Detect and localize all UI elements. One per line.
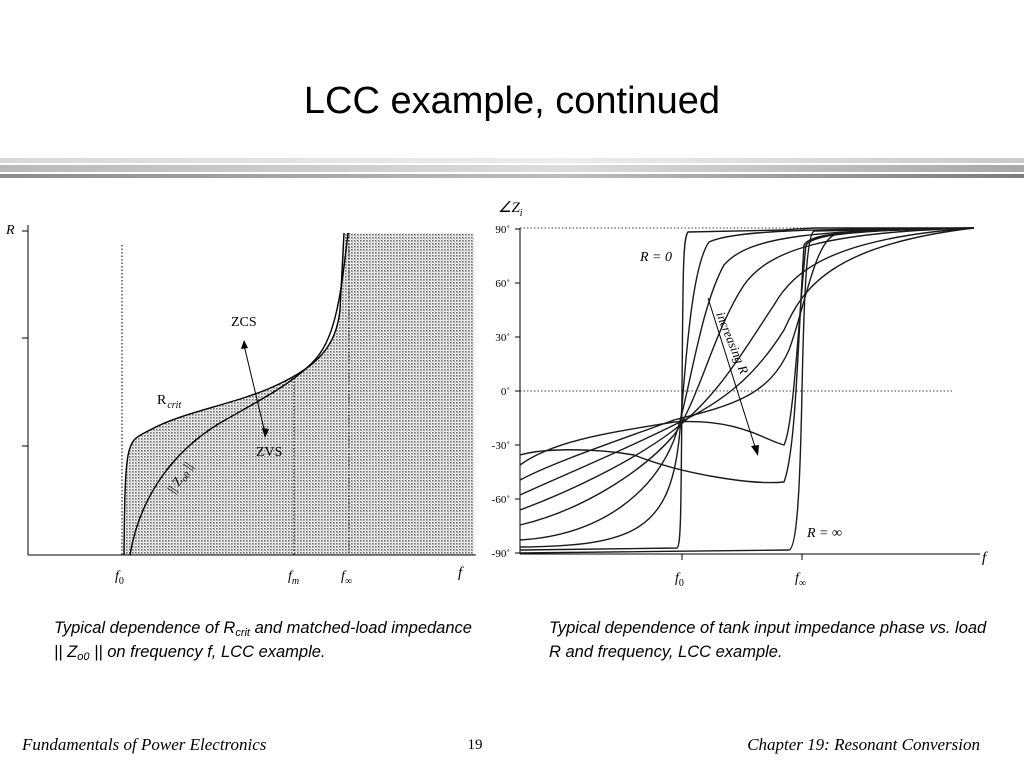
increasing-r-arrow [707, 297, 757, 451]
title-rule-top [0, 158, 1024, 163]
phase-f0-tick-label: f0 [675, 571, 684, 589]
phase-curve-5 [519, 227, 975, 496]
caption-left-part-1: Typical dependence of R [54, 619, 236, 637]
phase-curve-r-zero [519, 227, 974, 551]
footer-book-title: Fundamentals of Power Electronics [22, 735, 267, 754]
increasing-r-arrowhead [751, 445, 759, 456]
rcrit-label: Rcrit [157, 393, 181, 411]
high-frequency-shaded-region [344, 233, 474, 555]
footer-chapter: Chapter 19: Resonant Conversion [747, 735, 980, 754]
arrowhead-down [262, 428, 269, 438]
caption-left: Typical dependence of Rcrit and matched-… [54, 616, 474, 664]
f0-tick-label: f0 [115, 569, 124, 587]
finf-tick-label: f∞ [341, 569, 352, 587]
page-number: 19 [467, 737, 483, 753]
phase-curve-2 [519, 227, 975, 541]
zo0-curve [129, 232, 349, 556]
y-tick-label-30: 30˚ [495, 332, 510, 344]
r-zero-label: R = 0 [639, 250, 672, 265]
fm-tick-label: fm [288, 569, 299, 587]
zvs-shaded-region [124, 233, 344, 555]
r-infinity-label: R = ∞ [806, 526, 842, 541]
phase-curve-7 [519, 227, 975, 466]
caption-left-sub-1: crit [235, 627, 250, 639]
y-tick-label-90: 90˚ [495, 224, 510, 236]
phase-curve-1 [519, 227, 975, 548]
title-rule-bottom [0, 174, 1024, 178]
phase-finf-tick-label: f∞ [795, 571, 806, 589]
y-tick-label-minus60: -60˚ [492, 494, 510, 506]
arrowhead-up [241, 340, 248, 349]
phase-curve-3 [519, 227, 975, 526]
caption-left-part-2: and matched-load impedance || Z [54, 619, 472, 661]
title-rule-middle [0, 165, 1024, 172]
phase-curve-r-infinity [519, 227, 975, 554]
zvs-label: ZVS [256, 445, 282, 460]
phase-curve-8 [519, 227, 975, 484]
impedance-phase-diagram: 90˚ 60˚ 30˚ 0˚ -30˚ -60˚ -90˚ ∠Zi R = 0 … [492, 200, 988, 589]
phase-curve-6 [519, 227, 975, 481]
y-tick-label-minus30: -30˚ [492, 440, 510, 452]
rcrit-diagram: R ZCS ZVS Rcrit || Zo0 || f0 fm f∞ f [5, 223, 476, 587]
slide-title: LCC example, continued [303, 80, 721, 122]
caption-right: Typical dependence of tank input impedan… [549, 619, 987, 661]
phase-y-axis-label: ∠Zi [498, 200, 523, 219]
zcs-zvs-arrow [243, 344, 266, 434]
y-axis-label: R [5, 223, 15, 238]
y-tick-label-0: 0˚ [501, 386, 510, 398]
caption-left-sub-2: o0 [77, 651, 90, 663]
y-tick-label-minus90: -90˚ [492, 548, 510, 560]
phase-x-axis-label: f [982, 550, 988, 566]
phase-curve-4 [519, 227, 975, 511]
rcrit-curve [123, 232, 345, 556]
x-axis-label: f [458, 565, 464, 581]
y-tick-label-60: 60˚ [495, 278, 510, 290]
phase-curve-group [519, 227, 975, 554]
caption-left-part-3: || on frequency f, LCC example. [89, 643, 326, 661]
zcs-label: ZCS [231, 315, 257, 330]
